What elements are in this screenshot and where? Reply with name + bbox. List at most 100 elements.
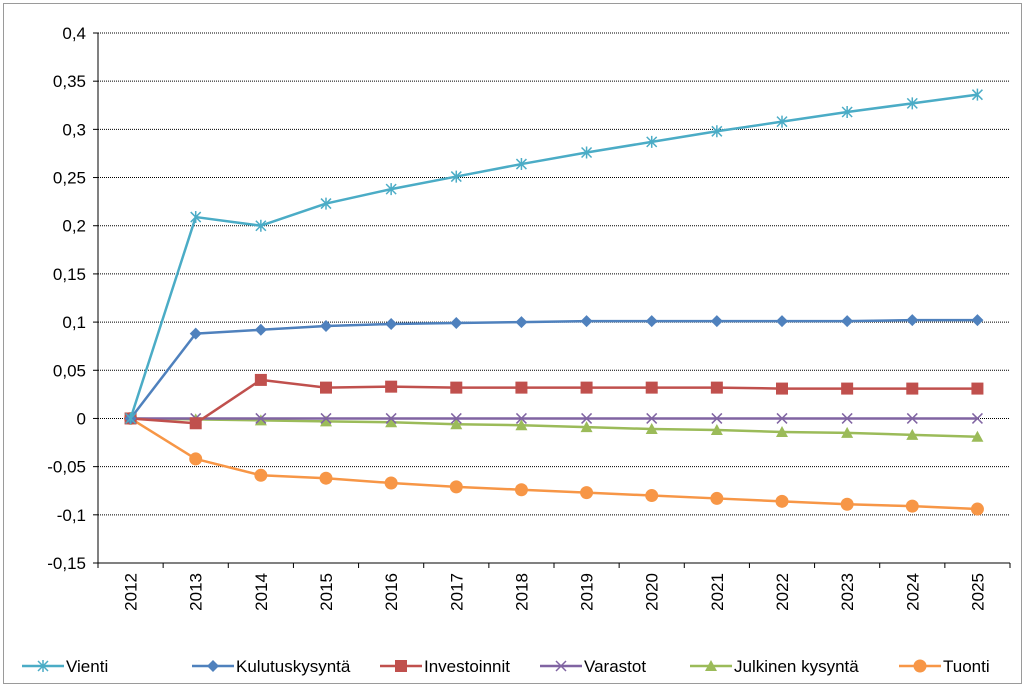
data-point <box>254 323 267 336</box>
data-point <box>906 314 919 327</box>
legend-item: Investoinnit <box>380 657 510 676</box>
data-point <box>395 660 407 672</box>
series-line <box>129 417 978 511</box>
data-point <box>906 97 918 110</box>
data-point <box>450 381 463 394</box>
x-tick-label: 2022 <box>773 573 792 611</box>
data-point <box>841 412 853 424</box>
data-point <box>125 412 137 425</box>
data-point <box>775 494 789 508</box>
data-point <box>580 315 593 328</box>
data-point <box>646 135 658 148</box>
data-point <box>580 421 593 433</box>
legend-label: Julkinen kysyntä <box>734 657 859 676</box>
data-point <box>776 382 788 395</box>
data-point <box>645 489 659 503</box>
y-tick-label: 0,1 <box>62 313 86 332</box>
data-point <box>705 660 717 671</box>
data-point <box>207 660 219 672</box>
y-axis-tick-labels: -0,15 -0,1 -0,05 0 0,05 0,1 0,15 0,2 0,25 0,3 0,35… <box>47 24 86 573</box>
y-tick-label: -0,1 <box>57 506 86 525</box>
data-point <box>190 211 202 224</box>
data-point <box>711 125 723 138</box>
data-point <box>841 315 854 328</box>
x-tick-label: 2017 <box>447 573 466 611</box>
series-line <box>130 417 978 439</box>
data-point <box>710 381 723 394</box>
data-point <box>645 315 658 328</box>
data-point <box>971 412 983 424</box>
data-point <box>254 414 267 426</box>
data-point <box>776 412 788 424</box>
x-tick-label: 2014 <box>252 573 271 611</box>
x-tick-label: 2021 <box>708 573 727 611</box>
data-point <box>320 197 332 210</box>
legend-item: Kulutuskysyntä <box>192 657 351 676</box>
data-point <box>581 412 593 424</box>
series-investoinnit <box>124 373 984 430</box>
data-point <box>515 158 527 171</box>
data-point <box>645 423 658 435</box>
data-point <box>841 426 854 438</box>
x-tick-label: 2018 <box>512 573 531 611</box>
data-point <box>255 412 267 424</box>
data-point <box>776 315 788 328</box>
legend-item: Varastot <box>540 657 646 676</box>
x-tick-label: 2023 <box>838 573 857 611</box>
series-vienti <box>125 88 983 425</box>
data-point <box>450 412 462 424</box>
data-point <box>254 373 267 386</box>
data-point <box>580 381 593 394</box>
data-point <box>385 183 397 196</box>
data-point <box>515 316 528 329</box>
data-point <box>580 486 594 500</box>
data-point <box>319 471 333 485</box>
data-point <box>971 382 984 395</box>
data-point <box>710 315 723 328</box>
x-tick-label: 2013 <box>187 573 206 611</box>
data-point <box>189 327 202 340</box>
x-axis-tick-labels: 2012 2013 2014 2015 2016 2017 2018 2019 2020 2021… <box>122 573 988 611</box>
x-tick-label: 2016 <box>382 573 401 611</box>
data-point <box>710 491 724 505</box>
data-point <box>450 317 463 330</box>
data-point <box>449 480 463 494</box>
data-point <box>581 146 593 159</box>
y-tick-label: 0,05 <box>53 361 86 380</box>
data-point <box>189 452 203 466</box>
data-point <box>645 381 658 394</box>
x-tick-label: 2019 <box>578 573 597 611</box>
legend-label: Varastot <box>584 657 646 676</box>
y-tick-label: 0,3 <box>62 120 86 139</box>
series-line <box>130 378 978 425</box>
legend-label: Investoinnit <box>424 657 510 676</box>
series-kulutuskysyntä <box>124 314 984 425</box>
legend-label: Vienti <box>66 657 108 676</box>
legend-item: Vienti <box>22 657 108 676</box>
y-tick-label: 0,15 <box>53 265 86 284</box>
data-point <box>841 106 853 119</box>
y-tick-label: 0,2 <box>62 217 86 236</box>
data-point <box>385 318 398 331</box>
y-tick-label: -0,15 <box>47 554 86 573</box>
x-tick-label: 2015 <box>317 573 336 611</box>
legend-item: Julkinen kysyntä <box>690 657 859 676</box>
data-point <box>320 412 332 424</box>
series-varastot <box>125 412 983 424</box>
y-tick-label: 0,35 <box>53 72 86 91</box>
x-tick-label: 2012 <box>122 573 141 611</box>
data-point <box>320 415 332 427</box>
series-line <box>129 93 978 419</box>
data-point <box>515 381 528 394</box>
data-point <box>254 468 268 482</box>
data-point <box>971 314 984 327</box>
data-point <box>913 659 927 673</box>
axes <box>93 32 1011 568</box>
y-tick-label: 0,4 <box>62 24 86 43</box>
y-tick-label: 0 <box>77 409 86 428</box>
data-point <box>385 416 398 428</box>
data-point <box>515 419 528 431</box>
x-tick-label: 2024 <box>903 573 922 611</box>
